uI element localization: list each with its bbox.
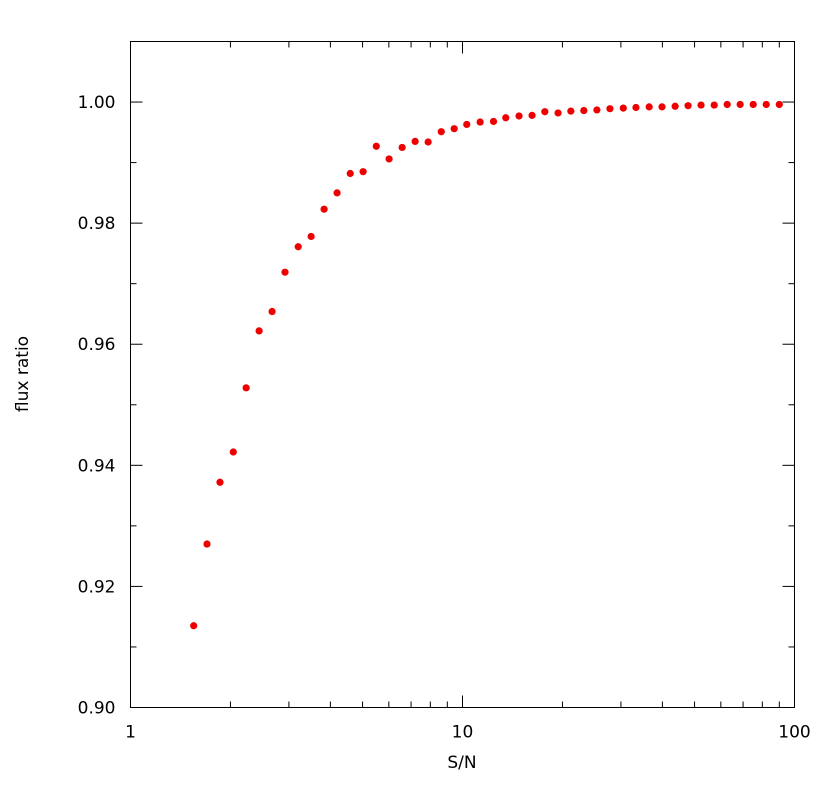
y-tick-label: 0.92 <box>78 577 116 597</box>
data-point <box>580 106 588 115</box>
data-point <box>255 327 263 335</box>
x-tick-label: 1 <box>125 723 136 743</box>
data-point <box>424 138 432 146</box>
data-point <box>398 143 406 152</box>
data-point <box>671 102 679 110</box>
data-point <box>645 103 653 111</box>
data-point <box>697 101 705 109</box>
data-point <box>281 268 289 276</box>
y-tick-label: 0.98 <box>78 214 116 234</box>
data-point <box>268 307 276 316</box>
x-tick-label: 10 <box>452 723 474 743</box>
data-point <box>463 120 471 129</box>
data-point <box>489 117 498 126</box>
data-point <box>294 243 302 251</box>
y-tick-label: 1.00 <box>78 93 116 113</box>
data-point <box>515 112 523 120</box>
data-point <box>190 622 198 630</box>
axis-ticks <box>130 41 795 708</box>
data-point <box>684 102 692 110</box>
data-point <box>216 478 224 486</box>
data-point <box>346 169 354 178</box>
data-point <box>736 100 744 109</box>
data-point <box>567 107 575 115</box>
data-point <box>749 100 757 109</box>
data-point <box>528 111 536 119</box>
plot-frame <box>130 41 795 708</box>
data-point <box>229 448 237 456</box>
data-point <box>658 103 666 111</box>
data-point <box>541 108 549 116</box>
x-tick-label: 100 <box>778 723 810 743</box>
data-point <box>554 109 562 117</box>
y-tick-label: 0.90 <box>78 699 116 719</box>
y-tick-label: 0.96 <box>78 335 116 355</box>
data-point <box>320 205 328 213</box>
x-axis-title: S/N <box>447 753 476 773</box>
data-point <box>385 155 393 163</box>
axis-tick-labels: 1 10 100 0.90 0.92 0.94 0.96 0.98 1.00 <box>78 93 811 742</box>
data-point <box>450 125 458 133</box>
data-point <box>502 114 510 122</box>
data-point <box>710 101 718 109</box>
data-point <box>307 232 315 241</box>
data-point <box>242 384 250 392</box>
data-point <box>632 103 640 112</box>
data-point <box>372 142 380 150</box>
data-point <box>476 118 484 126</box>
data-point <box>359 168 367 176</box>
data-point <box>762 100 770 109</box>
data-point <box>775 100 783 109</box>
data-point <box>723 100 731 109</box>
data-point <box>619 104 627 112</box>
data-point <box>437 128 445 136</box>
y-tick-label: 0.94 <box>78 456 116 476</box>
data-point <box>411 137 419 145</box>
data-point <box>606 105 614 113</box>
data-points <box>190 100 783 630</box>
y-axis-title: flux ratio <box>13 336 33 412</box>
data-point <box>593 106 601 114</box>
data-point <box>333 189 341 197</box>
data-point <box>203 540 211 548</box>
